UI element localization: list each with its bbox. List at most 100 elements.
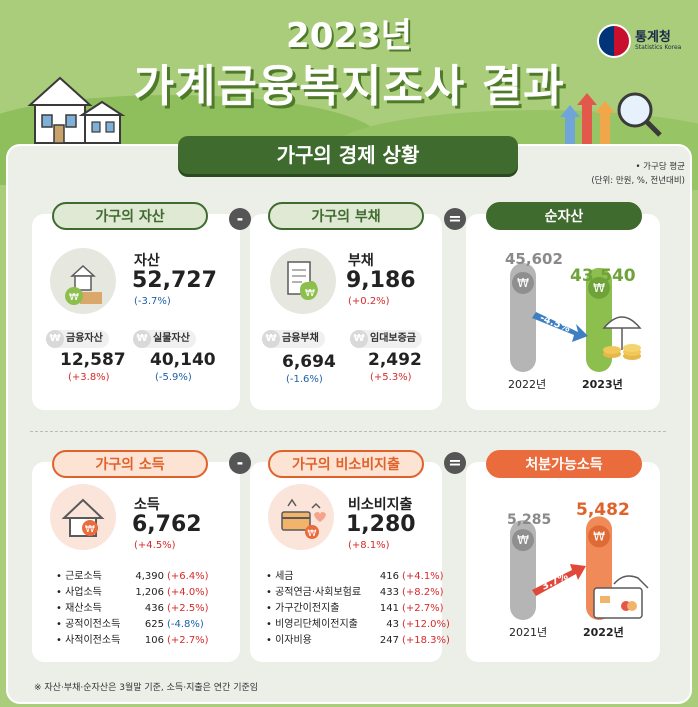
won-icon: ₩: [517, 276, 529, 290]
equals-operator: =: [444, 452, 466, 474]
logo-subtitle: Statistics Korea: [635, 44, 682, 51]
income-label: 소득: [134, 497, 160, 513]
item-value: 4,390: [135, 571, 164, 582]
list-item: • 가구간이전지출 141 (+2.7%): [266, 602, 466, 616]
disposable-change-label: 3.7%: [540, 571, 570, 593]
item-label: • 비영리단체이전지출: [266, 619, 358, 630]
item-change: (+2.5%): [167, 603, 209, 614]
financial-assets-change: (+3.8%): [68, 372, 110, 383]
item-label: • 근로소득: [56, 571, 102, 582]
logo-name: 통계청: [635, 30, 671, 45]
rental-deposit-change: (+5.3%): [370, 372, 412, 383]
list-item: • 사업소득 1,206 (+4.0%): [56, 586, 256, 600]
financial-assets-value: 12,587: [60, 350, 126, 370]
won-icon: ₩: [262, 330, 280, 348]
net-assets-year-2022: 2022년: [508, 378, 547, 391]
debt-card: [250, 214, 442, 410]
equals-operator: =: [444, 208, 466, 230]
debt-value: 9,186: [346, 268, 416, 293]
item-value: 141: [379, 603, 399, 614]
list-item: • 공적이전소득 625 (-4.8%): [56, 618, 256, 632]
item-label: • 공적이전소득: [56, 619, 121, 630]
decrease-arrow: [532, 312, 588, 342]
statistics-korea-logo: 통계청 Statistics Korea: [597, 22, 693, 62]
income-change: (+4.5%): [134, 540, 176, 551]
financial-assets-label: ₩ 금융자산: [46, 330, 109, 348]
page-title: 가계금융복지조사 결과: [133, 61, 565, 112]
item-change: (+4.1%): [402, 571, 444, 582]
item-label: • 가구간이전지출: [266, 603, 340, 614]
item-value: 43: [386, 619, 399, 630]
list-item: • 공적연금·사회보험료 433 (+8.2%): [266, 586, 466, 600]
item-label: • 공적연금·사회보험료: [266, 587, 362, 598]
disposable-income-tab: 처분가능소득: [486, 450, 642, 478]
rental-deposit-label: ₩ 임대보증금: [350, 330, 422, 348]
non-consumption-label: 비소비지출: [348, 497, 413, 513]
non-consumption-tab: 가구의 비소비지출: [268, 450, 424, 478]
disposable-income-card: [466, 462, 660, 662]
disposable-value-2021: 5,285: [507, 512, 552, 528]
title-year: 2023년: [286, 16, 412, 56]
increase-arrow: [532, 564, 586, 596]
svg-text:₩: ₩: [69, 292, 79, 303]
disposable-year-2022: 2022년: [583, 626, 624, 639]
item-value: 1,206: [135, 587, 164, 598]
real-assets-label: ₩ 실물자산: [133, 330, 196, 348]
debt-document-icon: ₩: [270, 248, 336, 314]
house-icon: [27, 76, 126, 144]
net-assets-tab: 순자산: [486, 202, 642, 230]
debt-label: 부채: [348, 253, 374, 269]
non-consumption-value: 1,280: [346, 512, 416, 537]
item-change: (+4.0%): [167, 587, 209, 598]
net-assets-value-2022: 45,602: [505, 250, 563, 268]
won-icon: ₩: [593, 529, 605, 543]
taegeuk-logo-icon: [597, 24, 631, 58]
won-icon: [512, 271, 534, 294]
income-house-icon: ₩: [50, 484, 116, 550]
won-icon: ₩: [593, 281, 605, 295]
income-tab: 가구의 소득: [52, 450, 208, 478]
won-icon: ₩: [517, 533, 529, 547]
item-change: (+6.4%): [167, 571, 209, 582]
list-item: • 세금 416 (+4.1%): [266, 570, 466, 584]
unit-note: • 가구당 평균 (단위: 만원, %, 전년대비): [540, 160, 685, 188]
svg-text:₩: ₩: [85, 524, 95, 535]
list-item: • 비영리단체이전지출 43 (+12.0%): [266, 618, 466, 632]
item-value: 106: [144, 635, 164, 646]
financial-debt-change: (-1.6%): [286, 374, 323, 385]
disposable-value-2022: 5,482: [576, 500, 630, 520]
disposable-income-chart: ₩ ₩ 3.7%: [510, 516, 649, 620]
financial-debt-value: 6,694: [282, 352, 336, 372]
list-item: • 근로소득 4,390 (+6.4%): [56, 570, 256, 584]
coins-umbrella-icon: [602, 316, 642, 360]
item-value: 247: [379, 635, 399, 646]
won-icon: ₩: [133, 330, 151, 348]
income-value: 6,762: [132, 512, 202, 537]
list-item: • 이자비용 247 (+18.3%): [266, 634, 466, 648]
item-label: • 재산소득: [56, 603, 102, 614]
assets-card: [32, 214, 240, 410]
item-value: 625: [144, 619, 164, 630]
won-icon: ₩: [350, 330, 368, 348]
net-assets-year-2023: 2023년: [582, 378, 623, 391]
real-assets-change: (-5.9%): [155, 372, 192, 383]
won-icon: [588, 525, 610, 548]
minus-operator: -: [229, 452, 251, 474]
hand-card-icon: [593, 575, 649, 619]
net-assets-change-label: -4.5%: [538, 313, 572, 335]
item-label: • 이자비용: [266, 635, 312, 646]
list-item: • 사적이전소득 106 (+2.7%): [56, 634, 256, 648]
won-icon: [588, 276, 610, 299]
item-change: (+8.2%): [402, 587, 444, 598]
item-label: • 사적이전소득: [56, 635, 121, 646]
item-label: • 사업소득: [56, 587, 102, 598]
section-title: 가구의 경제 상황: [178, 136, 518, 174]
minus-operator: -: [229, 208, 251, 230]
item-change: (+12.0%): [402, 619, 450, 630]
list-item: • 재산소득 436 (+2.5%): [56, 602, 256, 616]
assets-change: (-3.7%): [134, 296, 171, 307]
debt-tab: 가구의 부채: [268, 202, 424, 230]
assets-tab: 가구의 자산: [52, 202, 208, 230]
item-label: • 세금: [266, 571, 294, 582]
